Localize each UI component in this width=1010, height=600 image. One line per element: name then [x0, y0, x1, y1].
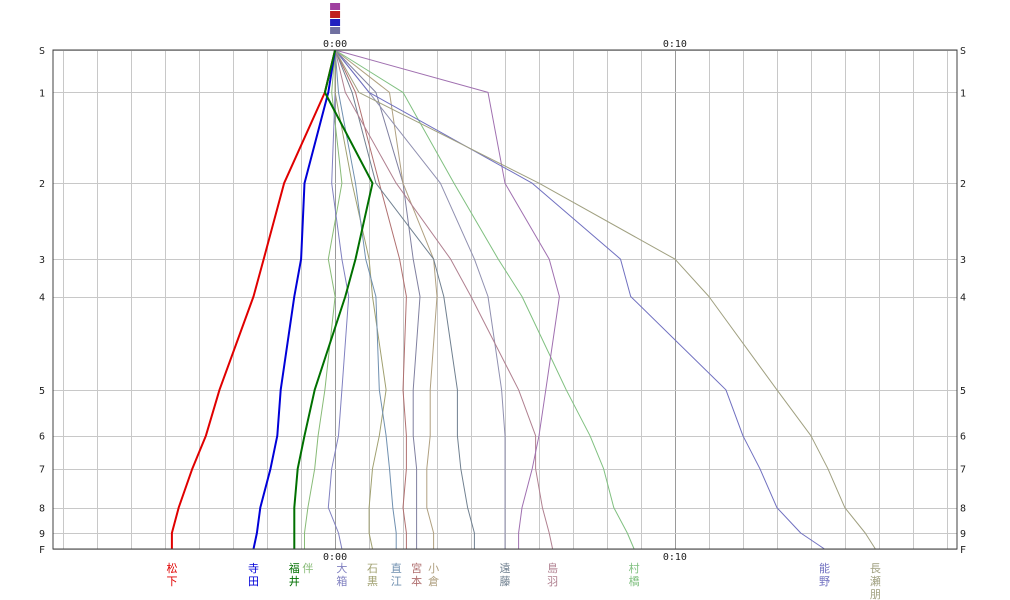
y-tick-label-left: 9	[39, 529, 45, 540]
y-tick-label-right: 9	[960, 529, 966, 540]
start-marker	[330, 27, 341, 34]
runner-name-label: 藤	[500, 575, 511, 588]
runner-name-label: 遠	[500, 562, 511, 575]
runner-name-label: 下	[166, 575, 177, 588]
runner-name-label: 寺	[248, 562, 259, 575]
runner-name-label: 羽	[547, 575, 558, 588]
top-markers	[330, 3, 341, 34]
y-tick-label-right: 3	[960, 255, 966, 266]
runner-name-label: 朋	[870, 588, 881, 600]
series-line	[334, 49, 475, 549]
runner-name-label: 田	[248, 575, 259, 588]
series-line	[252, 49, 337, 550]
runner-name-label: 伴	[302, 562, 313, 575]
series-line	[304, 49, 343, 549]
runner-name-label: 福	[289, 561, 300, 575]
series-line	[293, 49, 374, 549]
y-tick-label-left: 1	[39, 88, 45, 99]
runner-name-label: 小	[428, 562, 439, 575]
start-marker	[330, 3, 341, 10]
y-tick-label-right: 5	[960, 386, 966, 397]
y-tick-label-right: 2	[960, 179, 966, 190]
runner-name-label: 瀬	[870, 574, 881, 588]
y-tick-label-left: F	[39, 545, 45, 556]
runner-name-label: 島	[547, 561, 558, 575]
series-line	[334, 49, 407, 549]
y-tick-label-left: 6	[39, 432, 45, 443]
series-line	[334, 49, 554, 550]
y-tick-label-left: S	[39, 46, 45, 57]
y-tick-labels: S S 1 1 2 2 3 3 4 4 5 5 6 6 7 7 8 8 9 9 F F	[39, 46, 966, 556]
series-line	[334, 50, 387, 550]
runner-name-label: 野	[819, 575, 830, 588]
runner-name-label: 宮	[411, 561, 422, 575]
y-tick-label-left: 4	[39, 293, 45, 304]
y-tick-label-right: 1	[960, 88, 966, 99]
series-line	[334, 49, 421, 549]
series-line	[334, 49, 438, 549]
series-line	[334, 49, 825, 550]
x-tick-labels: 0:00 0:00 0:10 0:10	[323, 39, 687, 563]
y-tick-label-right: 6	[960, 432, 966, 443]
y-tick-label-left: 8	[39, 504, 45, 515]
series-line	[170, 49, 337, 549]
series-line	[334, 49, 397, 549]
start-marker	[330, 11, 341, 18]
series-line	[334, 49, 876, 550]
plot-frame	[52, 49, 958, 550]
y-tick-label-left: 3	[39, 255, 45, 266]
y-tick-label-right: 7	[960, 465, 966, 476]
y-tick-label-right: 4	[960, 293, 966, 304]
start-marker	[330, 19, 341, 26]
x-tick-label-top: 0:00	[323, 39, 347, 50]
x-tick-label-bottom: 0:00	[323, 552, 347, 563]
y-tick-label-right: 8	[960, 504, 966, 515]
series-lines	[170, 49, 876, 550]
runner-name-label: 江	[391, 575, 402, 588]
y-tick-label-right: F	[960, 545, 966, 556]
series-line	[334, 49, 560, 549]
runner-name-label: 村	[629, 561, 640, 575]
runner-name-label: 石	[367, 562, 378, 575]
runner-name-label: 箱	[336, 574, 347, 588]
y-tick-label-left: 2	[39, 179, 45, 190]
runner-name-label: 長	[870, 562, 881, 575]
runner-name-label: 黒	[367, 575, 378, 588]
runner-name-label: 能	[819, 561, 830, 575]
x-tick-label-top: 0:10	[663, 39, 687, 50]
series-line	[327, 50, 350, 550]
runner-name-label: 本	[411, 574, 422, 588]
y-tick-label-left: 7	[39, 465, 45, 476]
x-tick-label-bottom: 0:10	[663, 552, 687, 563]
runner-name-label: 倉	[428, 574, 439, 588]
y-tick-label-left: 5	[39, 386, 45, 397]
series-line	[334, 49, 635, 550]
runner-name-label: 橋	[629, 574, 640, 588]
series-line	[334, 49, 506, 549]
runner-name-label: 井	[289, 574, 300, 588]
runner-name-label: 松	[166, 561, 177, 575]
y-tick-label-right: S	[960, 46, 966, 57]
runner-name-label: 大	[336, 561, 347, 575]
runner-name-label: 直	[391, 561, 402, 575]
